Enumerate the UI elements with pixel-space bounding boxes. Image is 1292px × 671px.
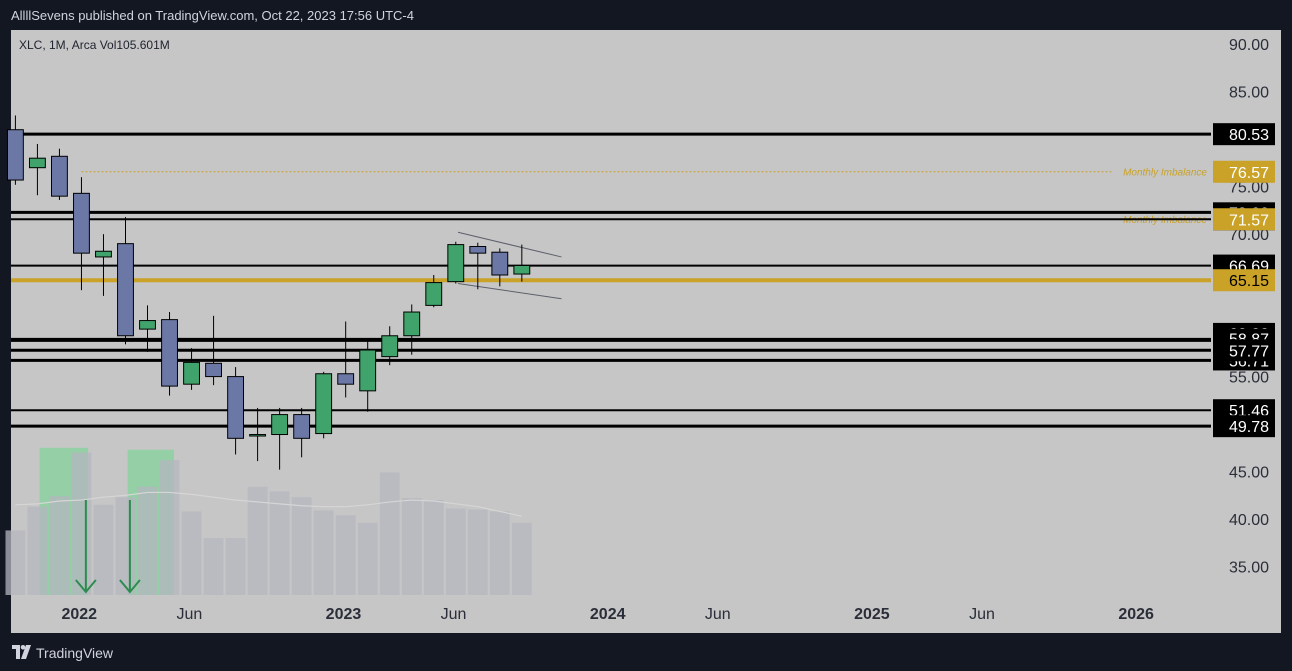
- price-tick-label[interactable]: 75.00: [1229, 180, 1269, 197]
- time-tick-label[interactable]: Jun: [969, 606, 995, 623]
- candle-body: [337, 373, 355, 385]
- price-tick-label[interactable]: 85.00: [1229, 85, 1269, 102]
- volume-bar: [269, 491, 290, 595]
- level-price-label-box[interactable]: [1213, 415, 1275, 438]
- trend-lines[interactable]: [457, 231, 562, 300]
- volume-bar: [291, 497, 312, 595]
- candles: [6, 115, 531, 470]
- volume-bar: [93, 504, 114, 595]
- candle-body: [95, 250, 112, 258]
- time-tick-label[interactable]: Jun: [176, 606, 202, 623]
- symbol-label[interactable]: XLC, 1M, Arca Vol105.601M: [19, 38, 170, 52]
- down-arrow-head-icon: [119, 579, 141, 594]
- tradingview-logo-icon[interactable]: [12, 645, 32, 662]
- brand-label[interactable]: TradingView: [36, 645, 114, 661]
- level-price-label-box[interactable]: [1213, 339, 1275, 362]
- price-tick-label[interactable]: 35.00: [1229, 560, 1269, 577]
- candle-body: [117, 243, 134, 337]
- volume-bar: [225, 538, 246, 595]
- published-header: AllllSevens published on TradingView.com…: [0, 0, 1292, 30]
- time-tick-label[interactable]: 2022: [61, 606, 97, 623]
- candle-body: [249, 434, 267, 437]
- candle-body: [469, 246, 487, 254]
- volume-bar: [49, 496, 70, 595]
- level-price-label[interactable]: 65.15: [1229, 273, 1269, 290]
- time-tick-label[interactable]: Jun: [441, 606, 467, 623]
- volume-bar: [5, 530, 26, 595]
- volume-bar: [489, 511, 510, 595]
- price-tick-label[interactable]: 55.00: [1229, 370, 1269, 387]
- price-axis[interactable]: 90.0085.0080.0075.0070.0065.0060.0055.00…: [1211, 30, 1281, 633]
- time-tick-label[interactable]: 2025: [854, 606, 890, 623]
- time-tick-label[interactable]: 2026: [1118, 606, 1154, 623]
- level-price-label[interactable]: 49.78: [1229, 419, 1269, 436]
- volume-bar: [115, 497, 136, 595]
- imbalance-price-label[interactable]: 71.57: [1229, 212, 1269, 229]
- volume-bar: [445, 508, 466, 595]
- candle-body: [513, 264, 531, 275]
- time-tick-label[interactable]: 2023: [326, 606, 362, 623]
- candle-body: [447, 244, 465, 283]
- volume-moving-average: [15, 491, 522, 517]
- candle-body: [425, 282, 443, 306]
- level-price-label-box[interactable]: [1213, 269, 1275, 292]
- candle-body: [205, 362, 222, 378]
- price-tick-label[interactable]: 70.00: [1229, 227, 1269, 244]
- volume-bar: [423, 500, 444, 595]
- volume-bar: [247, 486, 268, 595]
- volume-bar: [357, 522, 378, 595]
- imbalance-price-label[interactable]: 76.57: [1229, 165, 1269, 182]
- candle-body: [28, 157, 46, 169]
- price-tick-label[interactable]: 40.00: [1229, 512, 1269, 529]
- time-tick-label[interactable]: 2024: [590, 606, 626, 623]
- volume-bar: [203, 538, 224, 595]
- level-price-label-box[interactable]: [1213, 123, 1275, 146]
- volume-bar: [181, 511, 202, 595]
- candle-body: [183, 361, 200, 385]
- volume-bar: [27, 506, 48, 595]
- volume-bar: [159, 460, 180, 595]
- imbalance-price-label-box[interactable]: [1213, 208, 1275, 231]
- price-tick-label[interactable]: 90.00: [1229, 37, 1269, 54]
- candle-body: [51, 155, 68, 197]
- candle-body: [491, 251, 509, 276]
- price-tick-label[interactable]: 45.00: [1229, 465, 1269, 482]
- trend-line[interactable]: [457, 231, 562, 258]
- candle-body: [359, 349, 377, 392]
- candle-body: [73, 192, 90, 254]
- candle-body: [403, 311, 421, 337]
- candle-body: [6, 129, 24, 181]
- volume-bar: [401, 498, 422, 595]
- volume-bar: [313, 510, 334, 595]
- trend-line[interactable]: [457, 283, 562, 300]
- volume-pane: [5, 447, 532, 595]
- footer: TradingView: [0, 634, 1292, 671]
- level-price-label[interactable]: 57.77: [1229, 343, 1269, 360]
- level-price-label[interactable]: 80.53: [1229, 127, 1269, 144]
- candle-body: [315, 373, 333, 435]
- plot-background: [11, 30, 1281, 633]
- time-tick-label[interactable]: Jun: [705, 606, 731, 623]
- candle-body: [227, 376, 245, 439]
- imbalance-text: Monthly Imbalance: [1123, 167, 1207, 178]
- candle-body: [381, 335, 399, 358]
- volume-bar: [467, 509, 488, 595]
- time-axis[interactable]: 2022 Jun 2023 Jun 2024 Jun 2025 Jun 2026: [61, 606, 1154, 623]
- down-arrow-head-icon: [75, 579, 97, 594]
- published-text: AllllSevens published on TradingView.com…: [11, 8, 414, 23]
- candle-body: [139, 320, 156, 330]
- volume-bar: [71, 452, 92, 595]
- candle-body: [271, 414, 289, 436]
- volume-bar: [137, 486, 158, 595]
- volume-bar: [511, 522, 532, 595]
- candle-body: [293, 414, 311, 439]
- imbalance-price-label-box[interactable]: [1213, 160, 1275, 183]
- horizontal-levels[interactable]: Monthly ImbalanceMonthly Imbalance: [11, 132, 1211, 428]
- volume-bar: [335, 515, 356, 595]
- volume-bar: [379, 472, 400, 595]
- candle-body: [161, 319, 178, 387]
